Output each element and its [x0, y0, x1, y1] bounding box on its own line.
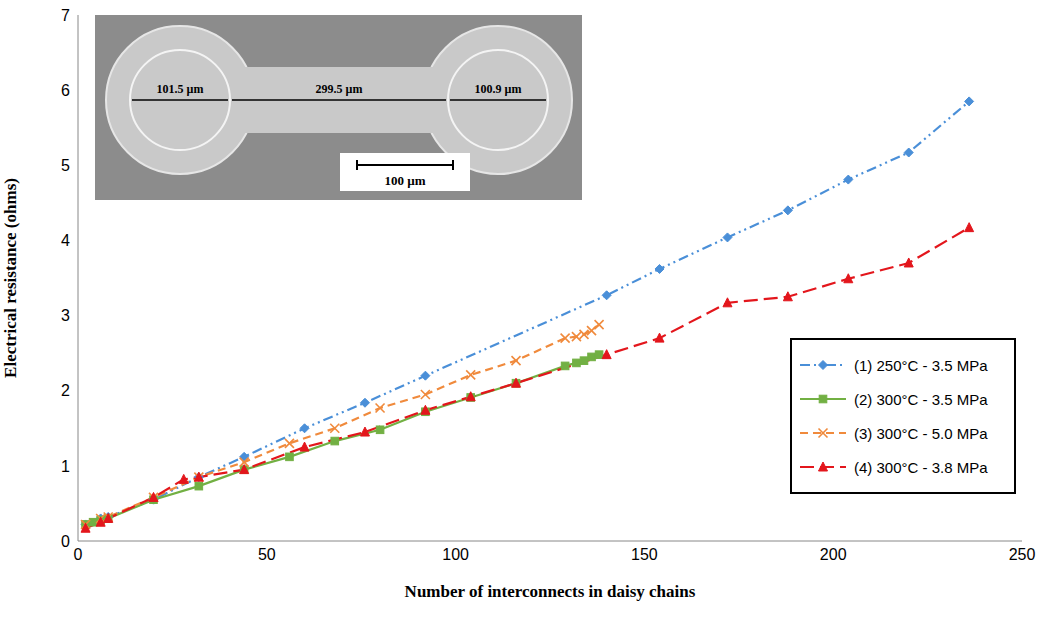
svg-text:100 µm: 100 µm [384, 173, 425, 188]
svg-text:50: 50 [258, 546, 276, 563]
svg-text:101.5 µm: 101.5 µm [157, 82, 204, 96]
svg-text:Number of interconnects in dai: Number of interconnects in daisy chains [405, 582, 696, 601]
svg-text:150: 150 [631, 546, 658, 563]
svg-text:2: 2 [61, 382, 70, 399]
html-text:(1) 250°C - 3.5 MPa: (1) 250°C - 3.5 MPa [854, 356, 988, 374]
svg-text:200: 200 [820, 546, 847, 563]
svg-text:250: 250 [1009, 546, 1036, 563]
html-text:(3) 300°C - 5.0 MPa: (3) 300°C - 5.0 MPa [854, 424, 988, 442]
svg-text:299.5 µm: 299.5 µm [316, 82, 363, 96]
svg-text:Electrical resistance (ohms): Electrical resistance (ohms) [1, 178, 20, 378]
svg-text:1: 1 [61, 458, 70, 475]
svg-text:3: 3 [61, 307, 70, 324]
svg-text:5: 5 [61, 157, 70, 174]
html-text:(4) 300°C - 3.8 MPa: (4) 300°C - 3.8 MPa [854, 458, 988, 476]
html-text:(2) 300°C - 3.5 MPa: (2) 300°C - 3.5 MPa [854, 390, 988, 408]
svg-text:100: 100 [442, 546, 469, 563]
svg-text:7: 7 [61, 7, 70, 24]
svg-text:0: 0 [61, 533, 70, 550]
svg-text:0: 0 [74, 546, 83, 563]
svg-text:6: 6 [61, 82, 70, 99]
svg-text:100.9 µm: 100.9 µm [475, 82, 522, 96]
svg-text:4: 4 [61, 232, 70, 249]
